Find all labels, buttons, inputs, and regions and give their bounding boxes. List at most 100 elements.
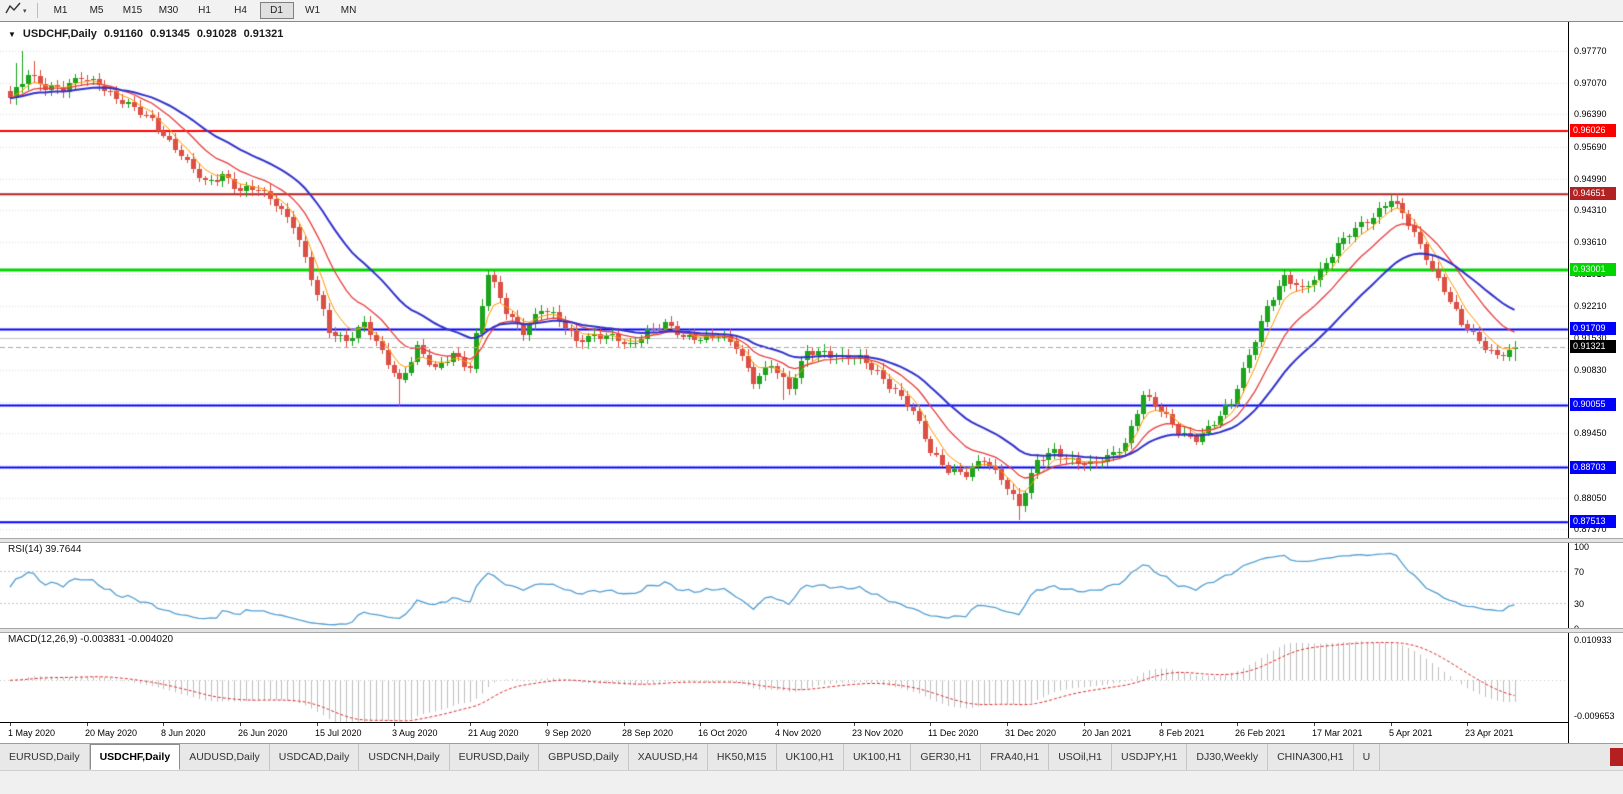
bid-price-tag: 0.91321 xyxy=(1570,340,1616,353)
date-label: 17 Mar 2021 xyxy=(1312,728,1363,738)
chart-tab-usdcad-daily[interactable]: USDCAD,Daily xyxy=(269,744,360,770)
ohlc-high: 0.91345 xyxy=(150,28,190,40)
price-level-tag: 0.94651 xyxy=(1570,187,1616,200)
date-tick-mark xyxy=(1314,723,1315,726)
price-tick-label: 0.88050 xyxy=(1574,493,1607,503)
rsi-indicator-label: RSI(14) 39.7644 xyxy=(8,544,82,555)
price-tick-label: 0.91530 xyxy=(1574,333,1607,343)
date-tick-mark xyxy=(547,723,548,726)
date-label: 8 Jun 2020 xyxy=(161,728,206,738)
price-tick-label: 0.87370 xyxy=(1574,524,1607,534)
date-tick-mark xyxy=(1084,723,1085,726)
price-tick-label: 0.95690 xyxy=(1574,142,1607,152)
timeframe-button-d1[interactable]: D1 xyxy=(259,2,294,19)
price-tick-label: 0.97770 xyxy=(1574,46,1607,56)
price-tick-label: 0.89450 xyxy=(1574,428,1607,438)
price-level-tag: 0.87513 xyxy=(1570,515,1616,528)
price-level-tag: 0.96026 xyxy=(1570,124,1616,137)
price-chart-canvas[interactable] xyxy=(0,22,1623,722)
date-tick-mark xyxy=(854,723,855,726)
chart-tab-usdchf-daily[interactable]: USDCHF,Daily xyxy=(89,744,181,770)
date-tick-mark xyxy=(1007,723,1008,726)
chart-tab-china300-h1[interactable]: CHINA300,H1 xyxy=(1268,744,1354,770)
chart-tab-fra40-h1[interactable]: FRA40,H1 xyxy=(981,744,1050,770)
date-label: 1 May 2020 xyxy=(8,728,56,738)
price-tick-label: 0.96390 xyxy=(1574,109,1607,119)
chart-tab-eurusd-daily[interactable]: EURUSD,Daily xyxy=(0,744,90,770)
date-tick-mark xyxy=(700,723,701,726)
chart-tab-ger30-h1[interactable]: GER30,H1 xyxy=(911,744,982,770)
dropdown-caret-icon[interactable]: ▾ xyxy=(23,7,27,15)
macd-indicator-label: MACD(12,26,9) -0.003831 -0.004020 xyxy=(8,634,174,645)
macd-axis-max-label: 0.010933 xyxy=(1574,635,1612,645)
timeframe-button-h1[interactable]: H1 xyxy=(198,5,211,16)
timeframe-toolbar: M1 M5 M15 M30 H1 H4 D1 W1 MN xyxy=(43,0,367,21)
date-tick-mark xyxy=(624,723,625,726)
chart-tab-usdjpy-h1[interactable]: USDJPY,H1 xyxy=(1111,744,1188,770)
ohlc-close: 0.91321 xyxy=(243,28,284,40)
date-label: 20 May 2020 xyxy=(85,728,138,738)
status-strip xyxy=(0,770,1623,794)
chart-tab-gbpusd-daily[interactable]: GBPUSD,Daily xyxy=(539,744,629,770)
date-tick-mark xyxy=(317,723,318,726)
chart-tab-partial[interactable]: U xyxy=(1353,744,1381,770)
chart-tab-uk100-h1[interactable]: UK100,H1 xyxy=(843,744,912,770)
timeframe-button-w1[interactable]: W1 xyxy=(305,5,321,16)
chart-area: ▼ USDCHF,Daily 0.91160 0.91345 0.91028 0… xyxy=(0,22,1623,743)
date-label: 28 Sep 2020 xyxy=(622,728,674,738)
date-label: 23 Apr 2021 xyxy=(1465,728,1514,738)
chart-tab-xauusd-h4[interactable]: XAUUSD,H4 xyxy=(628,744,708,770)
rsi-tick-label: 30 xyxy=(1574,599,1585,609)
timeframe-button-m5[interactable]: M5 xyxy=(89,5,104,16)
date-tick-mark xyxy=(1391,723,1392,726)
date-tick-mark xyxy=(10,723,11,726)
date-label: 8 Feb 2021 xyxy=(1159,728,1205,738)
chart-tab-audusd-daily[interactable]: AUDUSD,Daily xyxy=(180,744,270,770)
date-tick-mark xyxy=(777,723,778,726)
timeframe-button-h4[interactable]: H4 xyxy=(234,5,247,16)
collapse-triangle-icon[interactable]: ▼ xyxy=(8,29,16,39)
macd-axis-min-label: -0.009653 xyxy=(1574,711,1615,721)
price-axis[interactable]: 0.97770 0.97070 0.96390 0.95690 0.94990 0.943… xyxy=(1568,22,1623,743)
chart-tab-usoil-h1[interactable]: USOil,H1 xyxy=(1049,744,1112,770)
date-label: 15 Jul 2020 xyxy=(315,728,362,738)
timeframe-button-m15[interactable]: M15 xyxy=(122,5,143,16)
line-tool-icon[interactable] xyxy=(5,2,21,20)
timeframe-button-mn[interactable]: MN xyxy=(340,5,357,16)
chart-tools: ▾ xyxy=(0,2,32,20)
price-tick-label: 0.92210 xyxy=(1574,301,1607,311)
chart-tab-usdcnh-daily[interactable]: USDCNH,Daily xyxy=(359,744,450,770)
date-label: 16 Oct 2020 xyxy=(698,728,748,738)
date-axis[interactable]: 1 May 2020 20 May 2020 8 Jun 2020 26 Jun 20… xyxy=(0,722,1623,743)
date-label: 5 Apr 2021 xyxy=(1389,728,1433,738)
price-tick-label: 0.93610 xyxy=(1574,237,1607,247)
tabbar-overflow-indicator[interactable] xyxy=(1610,748,1623,766)
chart-tab-dj30-weekly[interactable]: DJ30,Weekly xyxy=(1187,744,1269,770)
date-label: 3 Aug 2020 xyxy=(392,728,438,738)
date-tick-mark xyxy=(470,723,471,726)
date-label: 20 Jan 2021 xyxy=(1082,728,1132,738)
date-label: 21 Aug 2020 xyxy=(468,728,519,738)
date-label: 26 Jun 2020 xyxy=(238,728,288,738)
date-tick-mark xyxy=(1237,723,1238,726)
rsi-tick-label: 70 xyxy=(1574,567,1585,577)
date-label: 23 Nov 2020 xyxy=(852,728,904,738)
ohlc-open: 0.91160 xyxy=(103,28,144,40)
panel-divider-macd[interactable] xyxy=(0,628,1623,633)
date-label: 31 Dec 2020 xyxy=(1005,728,1057,738)
chart-tab-eurusd-daily[interactable]: EURUSD,Daily xyxy=(449,744,540,770)
toolbar-separator xyxy=(36,3,38,18)
timeframe-button-m1[interactable]: M1 xyxy=(53,5,68,16)
price-tick-label: 0.94990 xyxy=(1574,174,1607,184)
panel-divider-rsi[interactable] xyxy=(0,538,1623,543)
chart-tab-uk100-h1[interactable]: UK100,H1 xyxy=(776,744,844,770)
chart-tabbar: EURUSD,Daily USDCHF,Daily AUDUSD,Daily USDC… xyxy=(0,743,1623,770)
price-level-tag: 0.90055 xyxy=(1570,398,1616,411)
price-tick-label: 0.97070 xyxy=(1574,78,1607,88)
date-tick-mark xyxy=(240,723,241,726)
timeframe-button-m30[interactable]: M30 xyxy=(158,5,179,16)
date-tick-mark xyxy=(930,723,931,726)
date-label: 11 Dec 2020 xyxy=(928,728,979,738)
chart-tab-hk50-m15[interactable]: HK50,M15 xyxy=(707,744,777,770)
